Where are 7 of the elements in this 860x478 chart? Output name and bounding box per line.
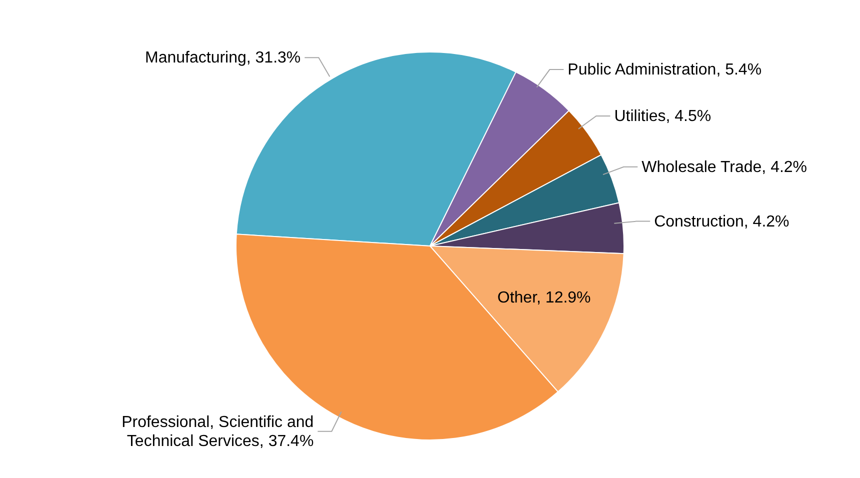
slice-label: Wholesale Trade, 4.2% [642,158,808,176]
slice-label: Public Administration, 5.4% [568,61,762,78]
slice-label: Other, 12.9% [497,289,591,306]
slice-label: Utilities, 4.5% [614,107,712,124]
slice-label: Professional, Scientific and Technical Services, 37.4% [122,413,314,450]
slice-label: Construction, 4.2% [654,212,790,230]
slice-label: Manufacturing, 31.3% [145,49,301,66]
